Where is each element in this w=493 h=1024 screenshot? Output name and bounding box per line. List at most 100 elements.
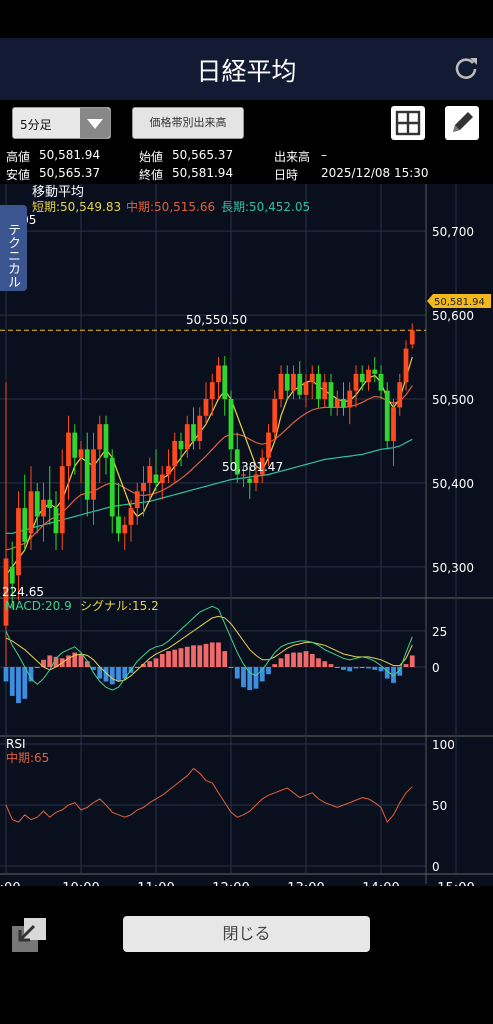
macd-bar [228,667,234,668]
macd-bar [28,667,34,682]
macd-bar [84,661,90,667]
candle-body [166,466,171,475]
x-tick-label: 11:00 [137,881,174,886]
candle-body [22,508,28,542]
candle-body [284,373,290,391]
candle-body [403,348,409,383]
macd-bar [97,667,103,679]
candle-body [122,524,128,534]
candle-body [334,399,340,408]
macd-bar [372,667,378,670]
close-label: 終値 [139,168,164,182]
macd-tick-label: 25 [432,625,447,639]
macd-bar [353,667,359,669]
ma-mid-label: 中期:50,515.66 [126,199,215,214]
technical-tab-label: テクニカル [5,223,20,288]
macd-bar [222,651,228,667]
candle-body [309,373,315,383]
candle-body [84,449,90,500]
exit-fullscreen-icon[interactable] [10,916,48,954]
candle-body [209,382,215,399]
ma-long-label: 長期:50,452.05 [221,200,310,214]
x-tick-label: 13:00 [287,881,324,886]
ma-title: 移動平均 [32,185,84,200]
chart-toolbar: 5分足 価格帯別出来高 [0,100,493,146]
candles [3,323,415,668]
macd-bar [53,656,59,667]
y-tick-label: 50,500 [432,393,474,407]
candle-body [9,566,15,584]
macd-bar [328,664,334,667]
macd-bar [134,667,140,668]
macd-panel [0,605,426,704]
price-info: 高値 50,581.94 始値 50,565.37 出来高 – 安値 50,56… [0,146,493,184]
macd-bar [103,667,109,682]
candle-body [203,399,209,416]
interval-select[interactable]: 5分足 [12,107,111,139]
candle-body [372,369,378,374]
candle-body [28,491,34,534]
close-button[interactable]: 閉じる [123,916,370,952]
candle-body [397,382,403,408]
macd-bar [247,667,253,691]
page-title: 日経平均 [196,57,297,86]
y-tick-label: 50,300 [432,561,474,575]
rsi-tick-label: 0 [432,860,440,874]
candle-body [241,474,246,476]
candle-body [353,373,359,391]
technical-tab[interactable]: テクニカル [0,205,27,291]
candle-body [153,474,159,483]
macd-bar [284,654,290,667]
macd-bar [16,667,21,704]
candle-body [216,365,221,383]
x-tick-label: 15:00 [437,881,474,886]
x-tick-label: 14:00 [362,881,399,886]
grid-lines [0,184,493,884]
macd-bar [241,667,246,688]
macd-bar [278,658,284,667]
macd-bar [159,654,165,667]
rsi-title: RSI [6,737,26,751]
macd-bar [184,646,190,667]
chart-area[interactable]: 9:00 10:00 11:00 12:00 13:00 14:00 15:00 50,700… [0,184,493,886]
candle-body [316,373,321,399]
interval-select-label: 5分足 [20,118,52,132]
macd-bar [266,667,271,675]
macd-bar [259,667,265,682]
macd-bar [309,654,315,667]
candle-body [16,508,21,576]
x-tick-label: 12:00 [212,881,249,886]
macd-bar [216,642,221,667]
draw-button[interactable] [445,106,479,140]
candle-body [78,449,84,458]
macd-bar [141,664,146,667]
candle-body [184,424,190,450]
layout-grid-button[interactable] [391,106,425,140]
candle-body [247,478,253,483]
macd-tick-label: 0 [432,661,440,675]
macd-bar [303,651,309,667]
y-tick-label: 50,400 [432,477,474,491]
datetime-value: 2025/12/08 15:30 [321,166,429,180]
volume-profile-button[interactable]: 価格帯別出来高 [132,107,244,139]
candle-body [159,474,165,483]
macd-bar [316,658,321,667]
macd-bar [147,661,153,667]
candle-body [47,499,53,509]
macd-bar [191,645,196,667]
refresh-icon[interactable] [451,54,481,84]
y-tick-label: 50,700 [432,225,474,239]
rsi-tick-label: 50 [432,799,447,813]
macd-bar [359,667,365,668]
candle-body [303,382,309,395]
macd-bar [403,664,409,667]
low-annotation: 50,381.47 [222,460,283,474]
candle-body [359,373,365,383]
macd-bar [72,652,78,667]
open-label: 始値 [139,150,164,164]
candle-body [253,474,259,483]
candle-body [328,382,334,408]
macd-bar [153,658,159,667]
candle-body [97,424,103,450]
candle-body [72,432,78,458]
